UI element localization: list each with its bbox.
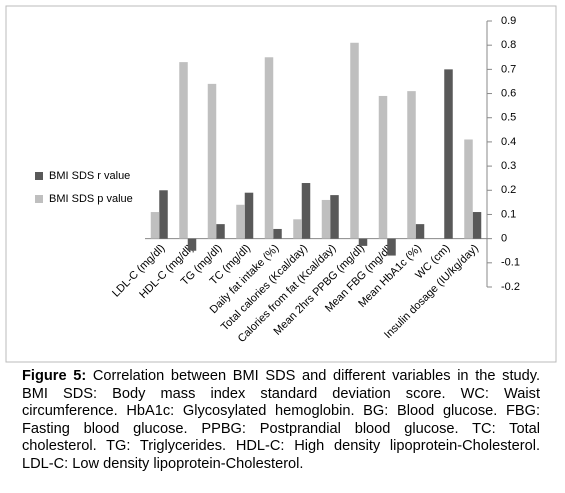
y-tick-label: 0.5 <box>501 112 516 124</box>
bar <box>472 212 482 239</box>
y-tick-label: 0 <box>501 233 507 245</box>
y-tick-label: 0.1 <box>501 208 516 220</box>
legend-swatch <box>35 172 43 180</box>
bar <box>264 57 274 239</box>
legend-label: BMI SDS r value <box>49 170 130 182</box>
y-tick-label: 0.2 <box>501 184 516 196</box>
bar <box>407 91 416 239</box>
bar <box>378 95 388 239</box>
y-tick-label: -0.2 <box>501 281 520 293</box>
legend-swatch <box>35 195 43 203</box>
y-tick-label: 0.3 <box>501 160 516 172</box>
bar <box>387 238 396 256</box>
bar <box>150 212 160 239</box>
chart: 0.90.80.70.60.50.40.30.20.10-0.1-0.2LDL-… <box>5 5 557 363</box>
caption-label: Figure 5: <box>22 368 87 384</box>
bar <box>207 83 217 239</box>
bar <box>236 204 245 239</box>
bar <box>464 139 473 239</box>
bar <box>293 219 302 239</box>
bar <box>216 224 225 239</box>
bar <box>187 238 197 251</box>
y-tick-label: 0.4 <box>501 136 516 148</box>
bar <box>358 238 368 246</box>
chart-frame <box>5 5 557 363</box>
legend-label: BMI SDS p value <box>49 193 133 205</box>
y-tick-label: -0.1 <box>501 257 520 269</box>
bar <box>179 62 188 239</box>
caption-text: Correlation between BMI SDS and differen… <box>22 368 541 472</box>
bar <box>415 224 425 239</box>
bar <box>321 199 331 239</box>
y-tick-label: 0.9 <box>501 15 516 27</box>
bar <box>301 183 311 239</box>
y-tick-label: 0.8 <box>501 39 516 51</box>
y-tick-label: 0.6 <box>501 87 516 99</box>
bar <box>273 228 282 239</box>
bar <box>244 192 254 239</box>
y-tick-label: 0.7 <box>501 63 516 75</box>
caption: Figure 5: Correlation between BMI SDS an… <box>22 368 540 473</box>
bar <box>350 42 359 239</box>
bar <box>159 190 168 239</box>
bar <box>444 69 453 239</box>
bar <box>330 195 339 239</box>
